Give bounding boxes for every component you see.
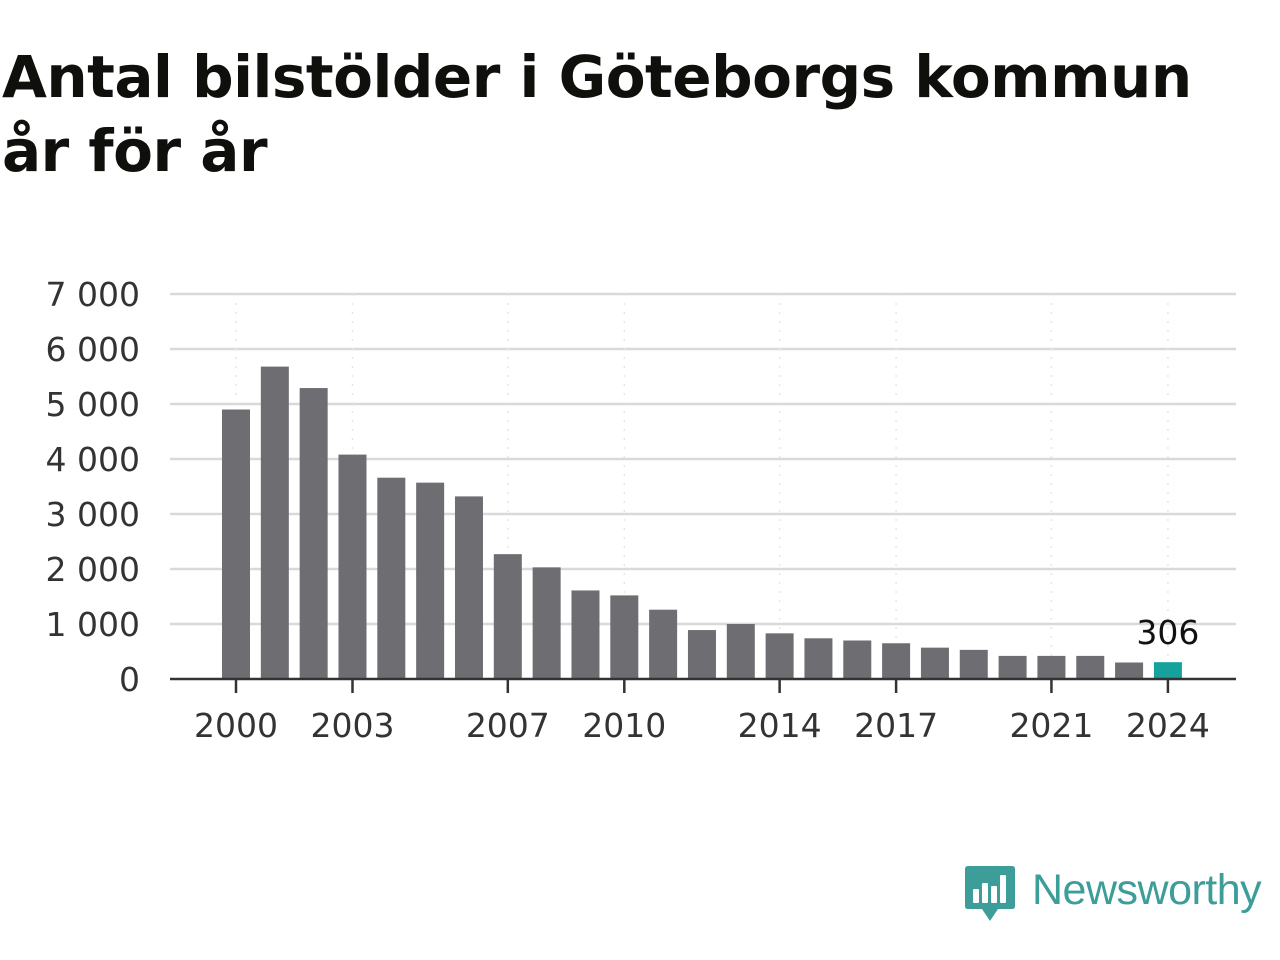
- newsworthy-bar-chart-icon: [965, 866, 1015, 921]
- bar-2007: [493, 554, 522, 679]
- bar-2018: [920, 647, 949, 679]
- y-tick-label: 2 000: [46, 550, 140, 589]
- y-tick-label: 4 000: [46, 440, 140, 479]
- newsworthy-logo: Newsworthy: [964, 864, 1276, 928]
- y-tick-label: 3 000: [46, 495, 140, 534]
- bar-2002: [299, 388, 328, 679]
- bar-2013: [726, 624, 755, 679]
- data-label-2024: 306: [1136, 613, 1199, 652]
- bar-2016: [843, 640, 872, 679]
- bar-2003: [338, 454, 367, 679]
- data-labels: 306: [1136, 613, 1199, 652]
- brand-name: Newsworthy: [1032, 866, 1262, 914]
- x-axis-tick-labels: 2000 2003 2007 2010 2014 2017 2021 2024: [194, 706, 1210, 745]
- bar-2001: [260, 366, 289, 679]
- y-tick-label: 1 000: [46, 605, 140, 644]
- bar-2023: [1115, 662, 1144, 679]
- chart-title: Antal bilstölder i Göteborgs kommun år f…: [2, 43, 1192, 185]
- bar-2009: [571, 590, 600, 679]
- bar-2012: [687, 630, 716, 679]
- bar-2008: [532, 567, 561, 679]
- x-tick-label: 2007: [466, 706, 550, 745]
- gridlines: [170, 292, 1236, 679]
- bars: [222, 366, 1182, 679]
- bar-2022: [1076, 655, 1105, 679]
- x-tick-label: 2017: [854, 706, 938, 745]
- y-axis-tick-labels: 0 1 000 2 000 3 000 4 000 5 000 6 000 7 000: [46, 275, 140, 699]
- x-tick-label: 2021: [1009, 706, 1093, 745]
- bar-2021: [1037, 655, 1066, 679]
- bar-2024: [1153, 662, 1182, 679]
- bar-2017: [882, 643, 911, 679]
- x-tick-label: 2024: [1126, 706, 1210, 745]
- bar-2020: [998, 655, 1027, 679]
- x-tick-label: 2000: [194, 706, 278, 745]
- bar-2015: [804, 638, 833, 679]
- x-tick-label: 2003: [310, 706, 394, 745]
- y-tick-label: 6 000: [46, 330, 140, 369]
- bar-2006: [454, 496, 483, 679]
- bar-2011: [649, 609, 678, 679]
- x-axis: [170, 677, 1236, 693]
- y-tick-label: 0: [119, 660, 140, 699]
- y-tick-label: 5 000: [46, 385, 140, 424]
- bar-2005: [416, 482, 445, 679]
- bar-2000: [222, 409, 250, 679]
- x-tick-label: 2010: [582, 706, 666, 745]
- bar-2014: [765, 633, 794, 679]
- x-tick-label: 2014: [738, 706, 822, 745]
- bar-2019: [959, 649, 988, 679]
- bar-2010: [610, 595, 639, 679]
- bar-chart: 0 1 000 2 000 3 000 4 000 5 000 6 000 7 000 200…: [46, 275, 1236, 745]
- y-tick-label: 7 000: [46, 275, 140, 314]
- bar-2004: [377, 477, 406, 679]
